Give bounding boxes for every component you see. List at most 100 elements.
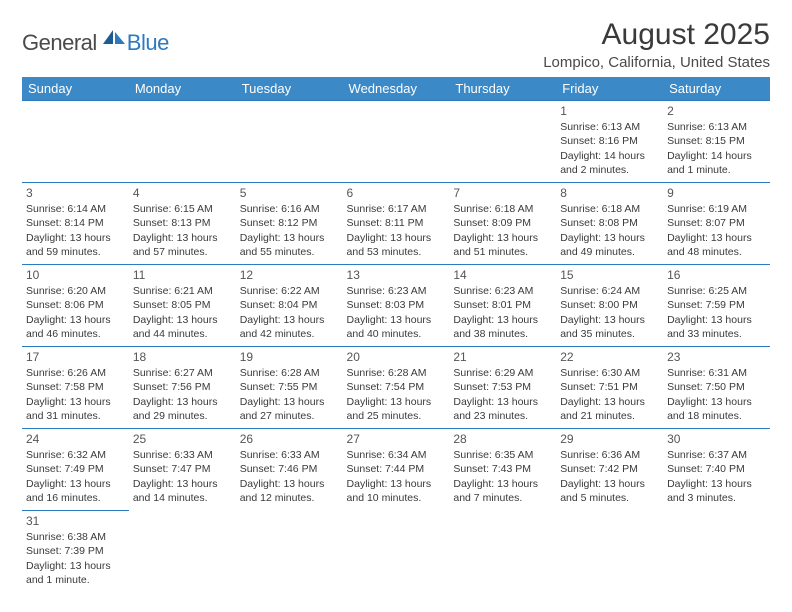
page-header: General Blue August 2025 Lompico, Califo…: [22, 18, 770, 71]
calendar-cell-empty: [22, 100, 129, 182]
daylight-line: Daylight: 13 hours and 25 minutes.: [347, 395, 446, 423]
calendar-cell: 1Sunrise: 6:13 AMSunset: 8:16 PMDaylight…: [556, 100, 663, 182]
sunrise-line: Sunrise: 6:21 AM: [133, 284, 232, 298]
calendar-cell: 9Sunrise: 6:19 AMSunset: 8:07 PMDaylight…: [663, 182, 770, 264]
daylight-line: Daylight: 13 hours and 3 minutes.: [667, 477, 766, 505]
sunrise-line: Sunrise: 6:18 AM: [560, 202, 659, 216]
calendar-cell: 29Sunrise: 6:36 AMSunset: 7:42 PMDayligh…: [556, 428, 663, 510]
day-number: 10: [26, 267, 125, 283]
day-number: 24: [26, 431, 125, 447]
day-number: 25: [133, 431, 232, 447]
calendar-cell: 30Sunrise: 6:37 AMSunset: 7:40 PMDayligh…: [663, 428, 770, 510]
daylight-line: Daylight: 13 hours and 48 minutes.: [667, 231, 766, 259]
calendar-cell: 31Sunrise: 6:38 AMSunset: 7:39 PMDayligh…: [22, 510, 129, 592]
calendar-cell-empty: [129, 510, 236, 592]
daylight-line: Daylight: 13 hours and 27 minutes.: [240, 395, 339, 423]
sunrise-line: Sunrise: 6:23 AM: [347, 284, 446, 298]
calendar-cell-empty: [449, 100, 556, 182]
calendar-cell-empty: [343, 510, 450, 592]
sunrise-line: Sunrise: 6:30 AM: [560, 366, 659, 380]
weekday-header: Tuesday: [236, 77, 343, 100]
daylight-line: Daylight: 14 hours and 1 minute.: [667, 149, 766, 177]
calendar-cell: 25Sunrise: 6:33 AMSunset: 7:47 PMDayligh…: [129, 428, 236, 510]
weekday-header: Monday: [129, 77, 236, 100]
sunrise-line: Sunrise: 6:18 AM: [453, 202, 552, 216]
calendar-cell: 6Sunrise: 6:17 AMSunset: 8:11 PMDaylight…: [343, 182, 450, 264]
weekday-header: Wednesday: [343, 77, 450, 100]
sunrise-line: Sunrise: 6:34 AM: [347, 448, 446, 462]
sunrise-line: Sunrise: 6:13 AM: [560, 120, 659, 134]
sunset-line: Sunset: 7:40 PM: [667, 462, 766, 476]
weekday-header: Thursday: [449, 77, 556, 100]
daylight-line: Daylight: 14 hours and 2 minutes.: [560, 149, 659, 177]
sunset-line: Sunset: 7:51 PM: [560, 380, 659, 394]
calendar-cell: 27Sunrise: 6:34 AMSunset: 7:44 PMDayligh…: [343, 428, 450, 510]
daylight-line: Daylight: 13 hours and 51 minutes.: [453, 231, 552, 259]
sunset-line: Sunset: 7:39 PM: [26, 544, 125, 558]
day-number: 9: [667, 185, 766, 201]
daylight-line: Daylight: 13 hours and 16 minutes.: [26, 477, 125, 505]
sunrise-line: Sunrise: 6:25 AM: [667, 284, 766, 298]
day-number: 13: [347, 267, 446, 283]
calendar-cell: 23Sunrise: 6:31 AMSunset: 7:50 PMDayligh…: [663, 346, 770, 428]
sunset-line: Sunset: 7:55 PM: [240, 380, 339, 394]
daylight-line: Daylight: 13 hours and 1 minute.: [26, 559, 125, 587]
sunrise-line: Sunrise: 6:32 AM: [26, 448, 125, 462]
sunset-line: Sunset: 8:08 PM: [560, 216, 659, 230]
daylight-line: Daylight: 13 hours and 18 minutes.: [667, 395, 766, 423]
calendar-cell-empty: [556, 510, 663, 592]
daylight-line: Daylight: 13 hours and 35 minutes.: [560, 313, 659, 341]
logo-text-1: General: [22, 30, 97, 56]
calendar-cell: 13Sunrise: 6:23 AMSunset: 8:03 PMDayligh…: [343, 264, 450, 346]
daylight-line: Daylight: 13 hours and 14 minutes.: [133, 477, 232, 505]
day-number: 5: [240, 185, 339, 201]
sunset-line: Sunset: 8:14 PM: [26, 216, 125, 230]
daylight-line: Daylight: 13 hours and 33 minutes.: [667, 313, 766, 341]
daylight-line: Daylight: 13 hours and 59 minutes.: [26, 231, 125, 259]
calendar-row: 3Sunrise: 6:14 AMSunset: 8:14 PMDaylight…: [22, 182, 770, 264]
daylight-line: Daylight: 13 hours and 46 minutes.: [26, 313, 125, 341]
calendar-cell: 4Sunrise: 6:15 AMSunset: 8:13 PMDaylight…: [129, 182, 236, 264]
sunset-line: Sunset: 7:59 PM: [667, 298, 766, 312]
calendar-cell: 17Sunrise: 6:26 AMSunset: 7:58 PMDayligh…: [22, 346, 129, 428]
day-number: 8: [560, 185, 659, 201]
day-number: 29: [560, 431, 659, 447]
day-number: 7: [453, 185, 552, 201]
sunrise-line: Sunrise: 6:15 AM: [133, 202, 232, 216]
weekday-header: Sunday: [22, 77, 129, 100]
day-number: 14: [453, 267, 552, 283]
day-number: 22: [560, 349, 659, 365]
calendar-cell: 12Sunrise: 6:22 AMSunset: 8:04 PMDayligh…: [236, 264, 343, 346]
calendar-cell-empty: [236, 100, 343, 182]
calendar-head: SundayMondayTuesdayWednesdayThursdayFrid…: [22, 77, 770, 100]
sunrise-line: Sunrise: 6:22 AM: [240, 284, 339, 298]
daylight-line: Daylight: 13 hours and 21 minutes.: [560, 395, 659, 423]
sunrise-line: Sunrise: 6:36 AM: [560, 448, 659, 462]
daylight-line: Daylight: 13 hours and 23 minutes.: [453, 395, 552, 423]
day-number: 20: [347, 349, 446, 365]
day-number: 19: [240, 349, 339, 365]
calendar-cell: 8Sunrise: 6:18 AMSunset: 8:08 PMDaylight…: [556, 182, 663, 264]
sunrise-line: Sunrise: 6:17 AM: [347, 202, 446, 216]
sunset-line: Sunset: 8:00 PM: [560, 298, 659, 312]
sunset-line: Sunset: 8:09 PM: [453, 216, 552, 230]
day-number: 27: [347, 431, 446, 447]
calendar-cell: 28Sunrise: 6:35 AMSunset: 7:43 PMDayligh…: [449, 428, 556, 510]
sunset-line: Sunset: 8:16 PM: [560, 134, 659, 148]
sunset-line: Sunset: 7:58 PM: [26, 380, 125, 394]
day-number: 3: [26, 185, 125, 201]
calendar-cell: 5Sunrise: 6:16 AMSunset: 8:12 PMDaylight…: [236, 182, 343, 264]
day-number: 31: [26, 513, 125, 529]
calendar-cell: 3Sunrise: 6:14 AMSunset: 8:14 PMDaylight…: [22, 182, 129, 264]
sunrise-line: Sunrise: 6:26 AM: [26, 366, 125, 380]
sunset-line: Sunset: 7:53 PM: [453, 380, 552, 394]
sunset-line: Sunset: 7:47 PM: [133, 462, 232, 476]
calendar-table: SundayMondayTuesdayWednesdayThursdayFrid…: [22, 77, 770, 592]
sunrise-line: Sunrise: 6:14 AM: [26, 202, 125, 216]
sunrise-line: Sunrise: 6:35 AM: [453, 448, 552, 462]
daylight-line: Daylight: 13 hours and 7 minutes.: [453, 477, 552, 505]
daylight-line: Daylight: 13 hours and 12 minutes.: [240, 477, 339, 505]
daylight-line: Daylight: 13 hours and 55 minutes.: [240, 231, 339, 259]
daylight-line: Daylight: 13 hours and 31 minutes.: [26, 395, 125, 423]
daylight-line: Daylight: 13 hours and 38 minutes.: [453, 313, 552, 341]
